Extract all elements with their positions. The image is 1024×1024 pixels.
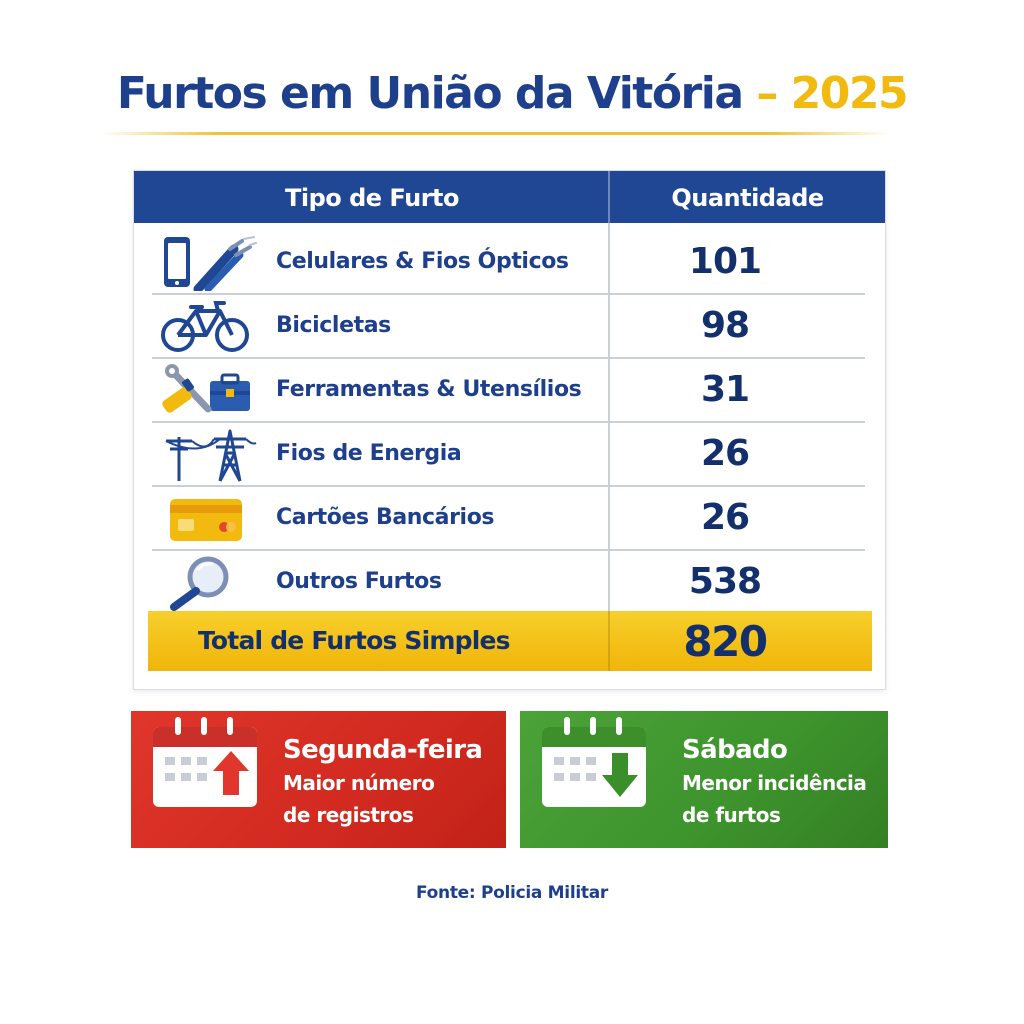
row-value: 26 bbox=[700, 497, 750, 538]
row-label: Celulares & Fios Ópticos bbox=[276, 249, 569, 274]
column-header-type: Tipo de Furto bbox=[284, 184, 460, 212]
row-separator bbox=[152, 357, 865, 359]
title-dash: – bbox=[742, 68, 791, 119]
total-value: 820 bbox=[683, 617, 768, 666]
row-label: Outros Furtos bbox=[276, 569, 442, 594]
table-header: Tipo de Furto Quantidade bbox=[134, 171, 885, 223]
power-tower-icon bbox=[165, 429, 257, 482]
table-row: Celulares & Fios Ópticos 101 bbox=[134, 231, 885, 295]
column-header-quantity: Quantidade bbox=[671, 184, 824, 212]
credit-card-icon bbox=[170, 499, 242, 541]
total-label: Total de Furtos Simples bbox=[198, 626, 511, 655]
header-divider bbox=[608, 171, 610, 223]
title-text: Furtos em União da Vitória bbox=[116, 68, 744, 119]
lowest-day-card: Sábado Menor incidência de furtos bbox=[520, 711, 888, 848]
row-label: Cartões Bancários bbox=[276, 505, 495, 530]
row-separator bbox=[152, 421, 865, 423]
row-separator bbox=[152, 293, 865, 295]
row-label: Fios de Energia bbox=[276, 441, 462, 466]
table-row: Outros Furtos 538 bbox=[134, 551, 885, 615]
card-title: Segunda-feira bbox=[283, 735, 483, 765]
table-row: Fios de Energia 26 bbox=[134, 423, 885, 487]
row-separator bbox=[152, 485, 865, 487]
total-row: Total de Furtos Simples 820 bbox=[148, 611, 872, 671]
row-value: 26 bbox=[700, 433, 750, 474]
bicycle-icon bbox=[161, 301, 249, 352]
total-divider bbox=[608, 611, 610, 671]
page-title: Furtos em União da Vitória – 2025 bbox=[0, 68, 1024, 119]
row-separator bbox=[152, 549, 865, 551]
row-value: 101 bbox=[688, 241, 762, 282]
card-subtitle: Maior número bbox=[283, 771, 435, 795]
tools-icon bbox=[162, 364, 250, 413]
row-value: 98 bbox=[700, 305, 750, 346]
table-row: Bicicletas 98 bbox=[134, 295, 885, 359]
row-value: 538 bbox=[688, 561, 762, 602]
title-year: 2025 bbox=[790, 68, 909, 119]
magnifier-icon bbox=[170, 556, 229, 611]
theft-table: Tipo de Furto Quantidade Celulares & Fio… bbox=[133, 170, 886, 690]
card-subtitle: de registros bbox=[283, 803, 414, 827]
row-label: Ferramentas & Utensílios bbox=[276, 377, 582, 402]
table-row: Cartões Bancários 26 bbox=[134, 487, 885, 551]
table-row: Ferramentas & Utensílios 31 bbox=[134, 359, 885, 423]
calendar-arrow-down-icon bbox=[542, 717, 646, 807]
table-body: Celulares & Fios Ópticos 101 Bicicletas … bbox=[134, 231, 885, 615]
row-value: 31 bbox=[700, 369, 750, 410]
source-note: Fonte: Policia Militar bbox=[416, 883, 608, 903]
title-underline bbox=[100, 132, 890, 135]
row-label: Bicicletas bbox=[276, 313, 391, 338]
card-subtitle: Menor incidência bbox=[682, 771, 867, 795]
phone-and-cable-icon bbox=[164, 236, 257, 291]
card-subtitle: de furtos bbox=[682, 803, 781, 827]
column-divider bbox=[608, 223, 610, 613]
calendar-arrow-up-icon bbox=[153, 717, 257, 807]
highest-day-card: Segunda-feira Maior número de registros bbox=[131, 711, 506, 848]
card-title: Sábado bbox=[682, 735, 788, 765]
